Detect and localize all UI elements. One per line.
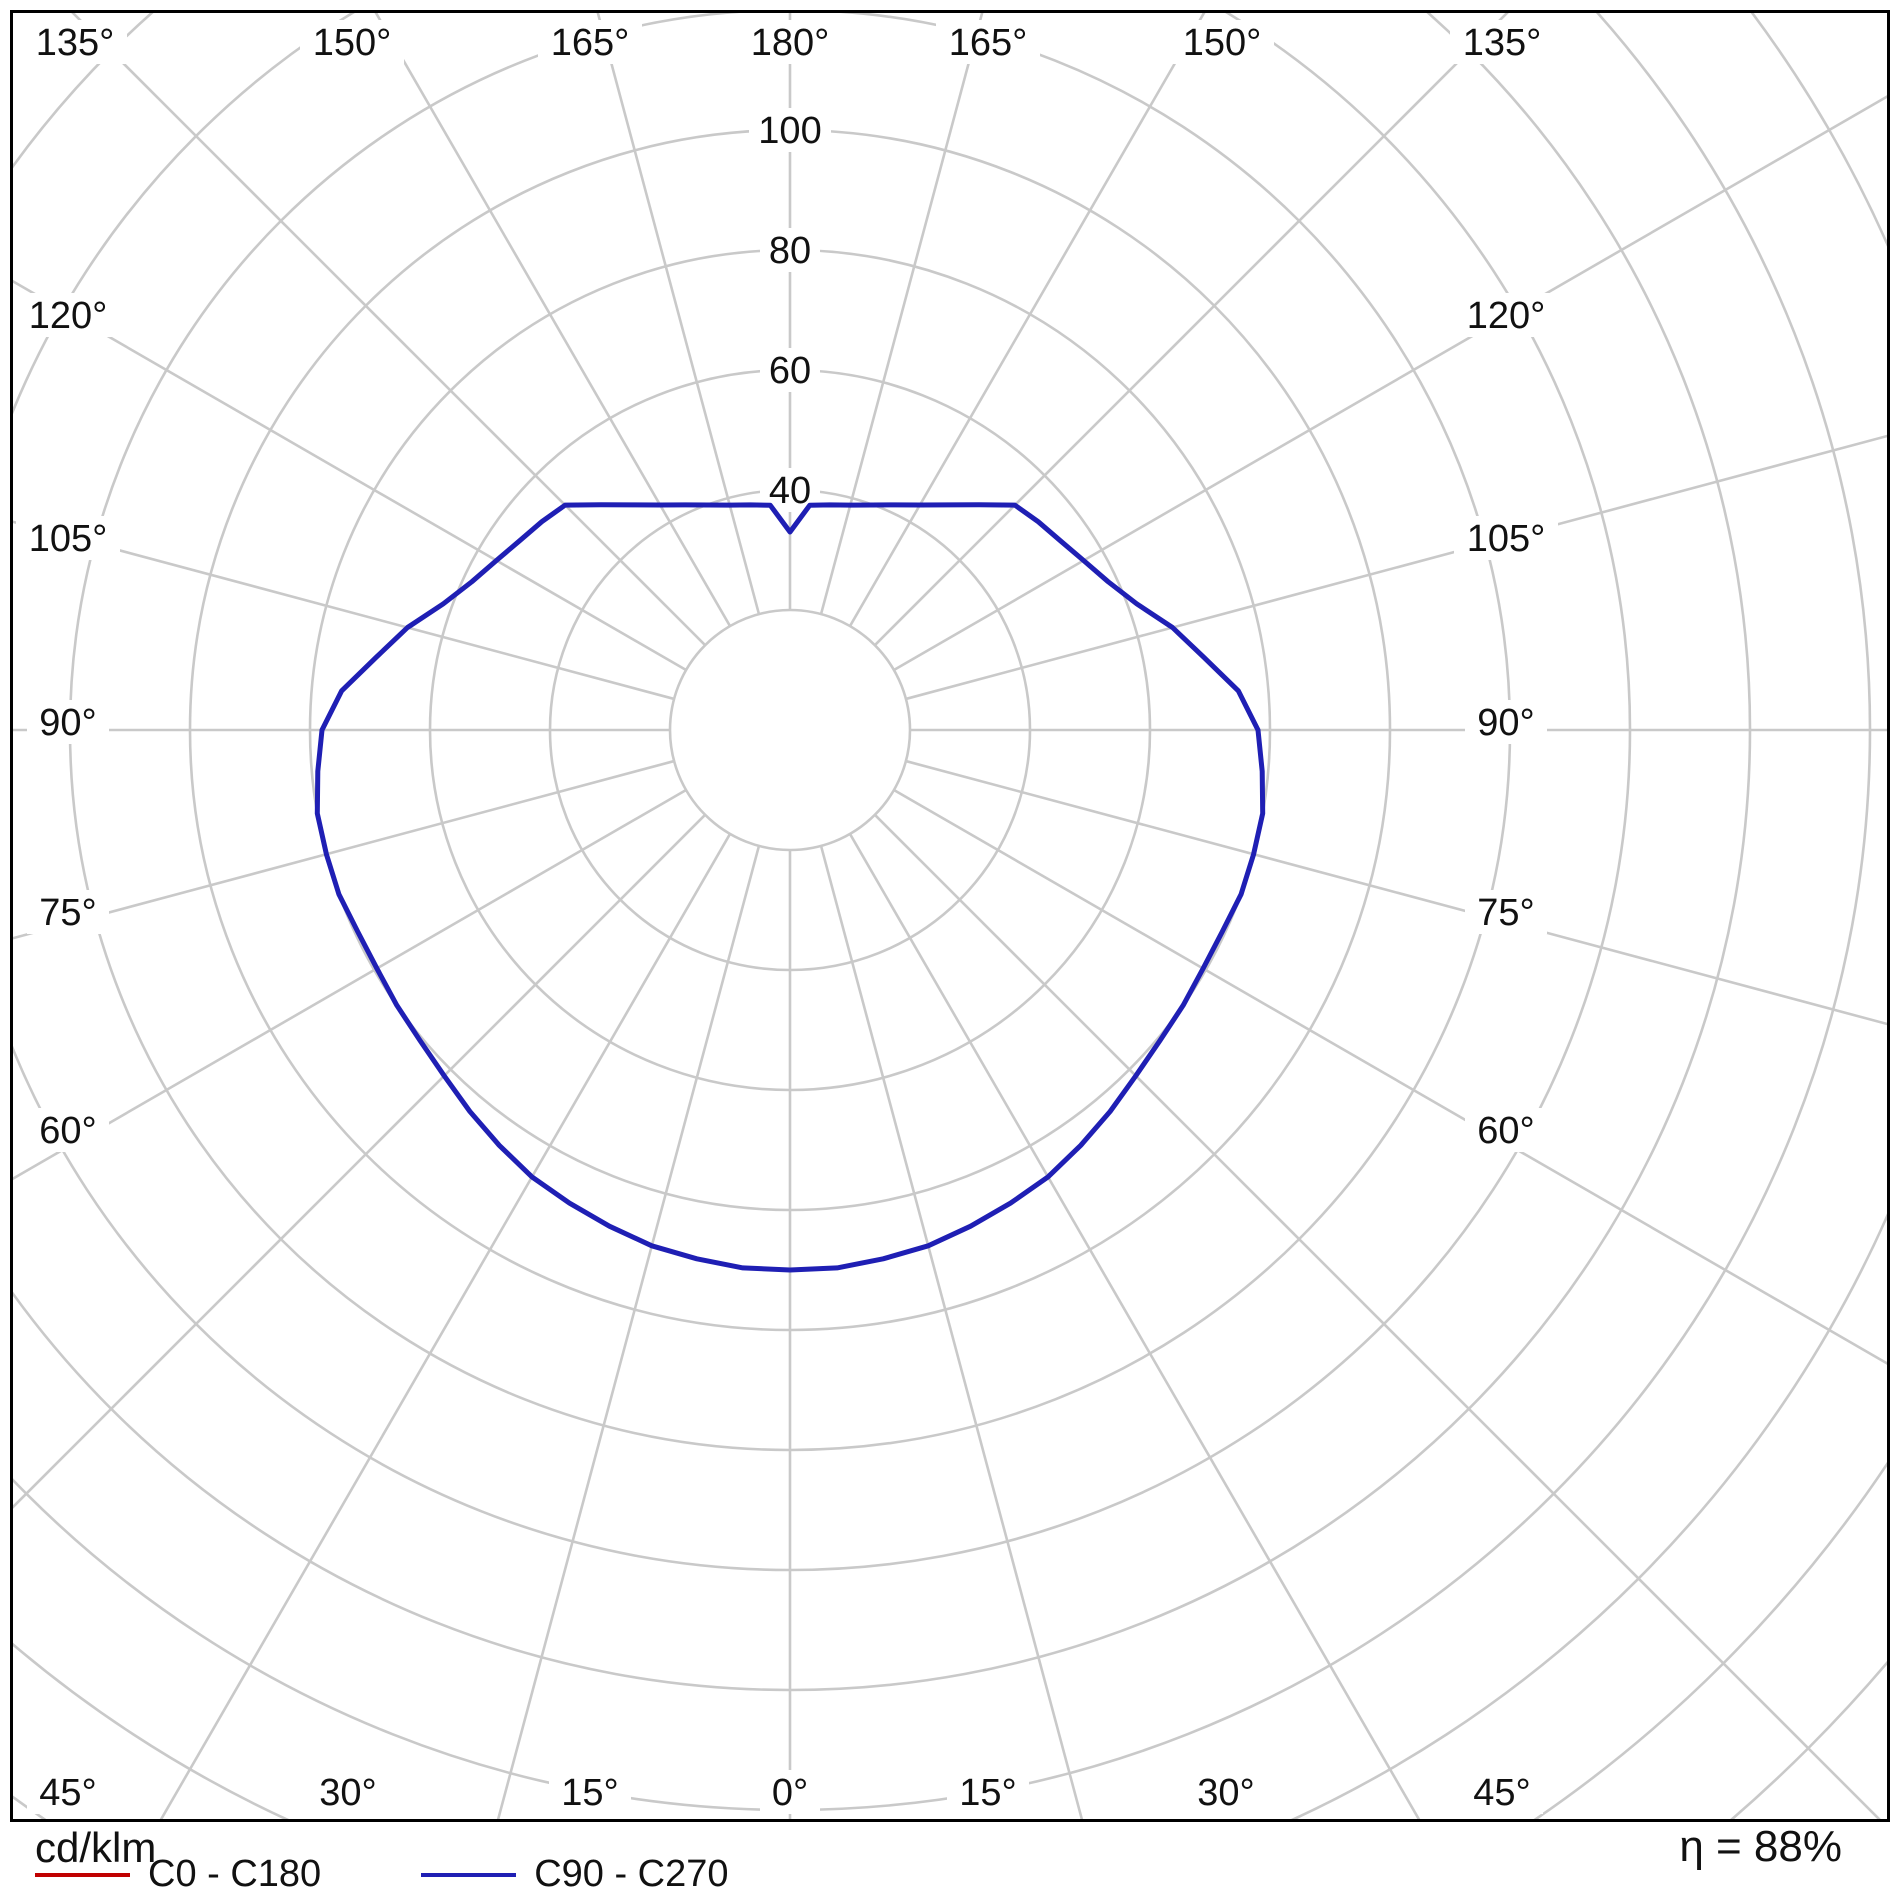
- angle-label-left: 105°: [29, 518, 108, 560]
- plot-frame: 40 60 80 100 135° 150° 165° 180° 165° 150° 135° 45°…: [10, 10, 1890, 1822]
- grid-spoke: [893, 788, 1887, 1365]
- angle-label-top: 180°: [751, 22, 830, 64]
- angle-label-bottom-bg: [307, 1770, 389, 1814]
- grid-spoke: [819, 845, 1084, 1819]
- grid-spoke: [13, 520, 675, 701]
- angle-label-right-bg: [1454, 516, 1558, 560]
- angle-label-top-bg: [300, 20, 404, 64]
- angle-label-right: 75°: [1477, 892, 1534, 934]
- angle-label-right-bg: [1454, 293, 1558, 337]
- radial-tick-label: 40: [769, 470, 811, 512]
- grid-ring: [13, 13, 1871, 1811]
- units-label: cd/klm: [35, 1824, 157, 1871]
- grid-spoke: [13, 788, 687, 1181]
- angle-label-right: 90°: [1477, 702, 1534, 744]
- angle-label-left: 120°: [29, 295, 108, 337]
- angle-label-top-bg: [538, 20, 642, 64]
- angle-label-bottom-bg: [947, 1770, 1029, 1814]
- efficiency-label: η = 88%: [1679, 1822, 1842, 1871]
- grid-spoke: [905, 434, 1887, 701]
- radial-tick-label: 60: [769, 350, 811, 392]
- radial-tick-label: 80: [769, 230, 811, 272]
- angle-label-right: 105°: [1467, 518, 1546, 560]
- polar-chart-svg: 40 60 80 100 135° 150° 165° 180° 165° 150° 135° 45°…: [13, 13, 1887, 1819]
- angle-label-top: 135°: [36, 22, 115, 64]
- angle-label-top: 165°: [551, 22, 630, 64]
- angle-label-bottom: 30°: [1197, 1772, 1254, 1814]
- grid-spoke: [819, 13, 984, 615]
- grid-spoke: [873, 13, 1509, 647]
- angle-label-top: 135°: [1463, 22, 1542, 64]
- angle-label-bottom-bg: [27, 1770, 109, 1814]
- grid-spoke: [496, 845, 761, 1819]
- angle-label-left-bg: [27, 700, 109, 744]
- angle-label-right-bg: [1465, 1108, 1547, 1152]
- angle-label-bottom: 0°: [772, 1772, 808, 1814]
- angle-label-right-bg: [1465, 890, 1547, 934]
- legend-label-c0-c180: C0 - C180: [148, 1853, 322, 1895]
- radial-tick-label-bg: [749, 108, 831, 152]
- legend-line-c90-c270: [421, 1872, 517, 1877]
- grid-spoke: [13, 759, 675, 940]
- angle-label-left-bg: [16, 293, 120, 337]
- grid-spoke: [13, 279, 687, 672]
- legend: C0 - C180 C90 - C270: [35, 1853, 829, 1896]
- angle-label-top-bg: [1170, 20, 1274, 64]
- grid-ring: [13, 13, 1887, 1819]
- grid-spoke: [596, 13, 761, 615]
- angle-label-bottom-bg: [549, 1770, 631, 1814]
- grid-spoke: [374, 13, 732, 627]
- grid-spoke: [905, 759, 1887, 1026]
- grid-ring: [1730, 1660, 1887, 1819]
- grid-ring: [13, 1461, 1887, 1819]
- angle-label-top: 150°: [1183, 22, 1262, 64]
- angle-label-left-bg: [27, 1108, 109, 1152]
- angle-label-top-bg: [936, 20, 1040, 64]
- radial-tick-label-bg: [760, 228, 820, 272]
- grid-spoke: [13, 813, 707, 1509]
- angle-label-top-bg: [23, 20, 127, 64]
- angle-label-right-bg: [1465, 700, 1547, 744]
- radial-tick-label-bg: [760, 348, 820, 392]
- angle-label-bottom-bg: [1185, 1770, 1267, 1814]
- angle-label-right: 120°: [1467, 295, 1546, 337]
- angle-label-bottom: 30°: [319, 1772, 376, 1814]
- grid-spoke: [848, 833, 1421, 1819]
- grid-ring: [13, 13, 1887, 1819]
- angle-label-bottom: 15°: [561, 1772, 618, 1814]
- angle-label-left-bg: [27, 890, 109, 934]
- angle-label-top: 165°: [949, 22, 1028, 64]
- angle-label-left: 90°: [39, 702, 96, 744]
- angle-label-left-bg: [16, 516, 120, 560]
- angle-label-right: 60°: [1477, 1110, 1534, 1152]
- angle-label-top: 150°: [313, 22, 392, 64]
- grid-ring: [668, 608, 912, 852]
- angle-label-bottom-bg: [760, 1770, 820, 1814]
- grid-spoke: [848, 13, 1206, 627]
- radial-tick-label: 100: [758, 110, 821, 152]
- legend-label-c90-c270: C90 - C270: [534, 1853, 729, 1895]
- angle-label-bottom-bg: [1461, 1770, 1543, 1814]
- angle-label-top-bg: [1450, 20, 1554, 64]
- legend-line-c0-c180: [35, 1872, 130, 1877]
- angle-label-left: 60°: [39, 1110, 96, 1152]
- grid-spoke: [873, 813, 1881, 1819]
- angle-label-left: 75°: [39, 892, 96, 934]
- grid-spoke: [159, 833, 732, 1819]
- angle-label-bottom: 45°: [1473, 1772, 1530, 1814]
- grid-spoke: [71, 13, 707, 647]
- curve-c90-c270: [314, 502, 1266, 1273]
- angle-label-bottom: 15°: [959, 1772, 1016, 1814]
- angle-label-bottom: 45°: [39, 1772, 96, 1814]
- footer: cd/klm η = 88% C0 - C180 C90 - C270: [0, 1822, 1900, 1900]
- grid-spoke: [893, 95, 1887, 672]
- angle-label-top-bg: [738, 20, 842, 64]
